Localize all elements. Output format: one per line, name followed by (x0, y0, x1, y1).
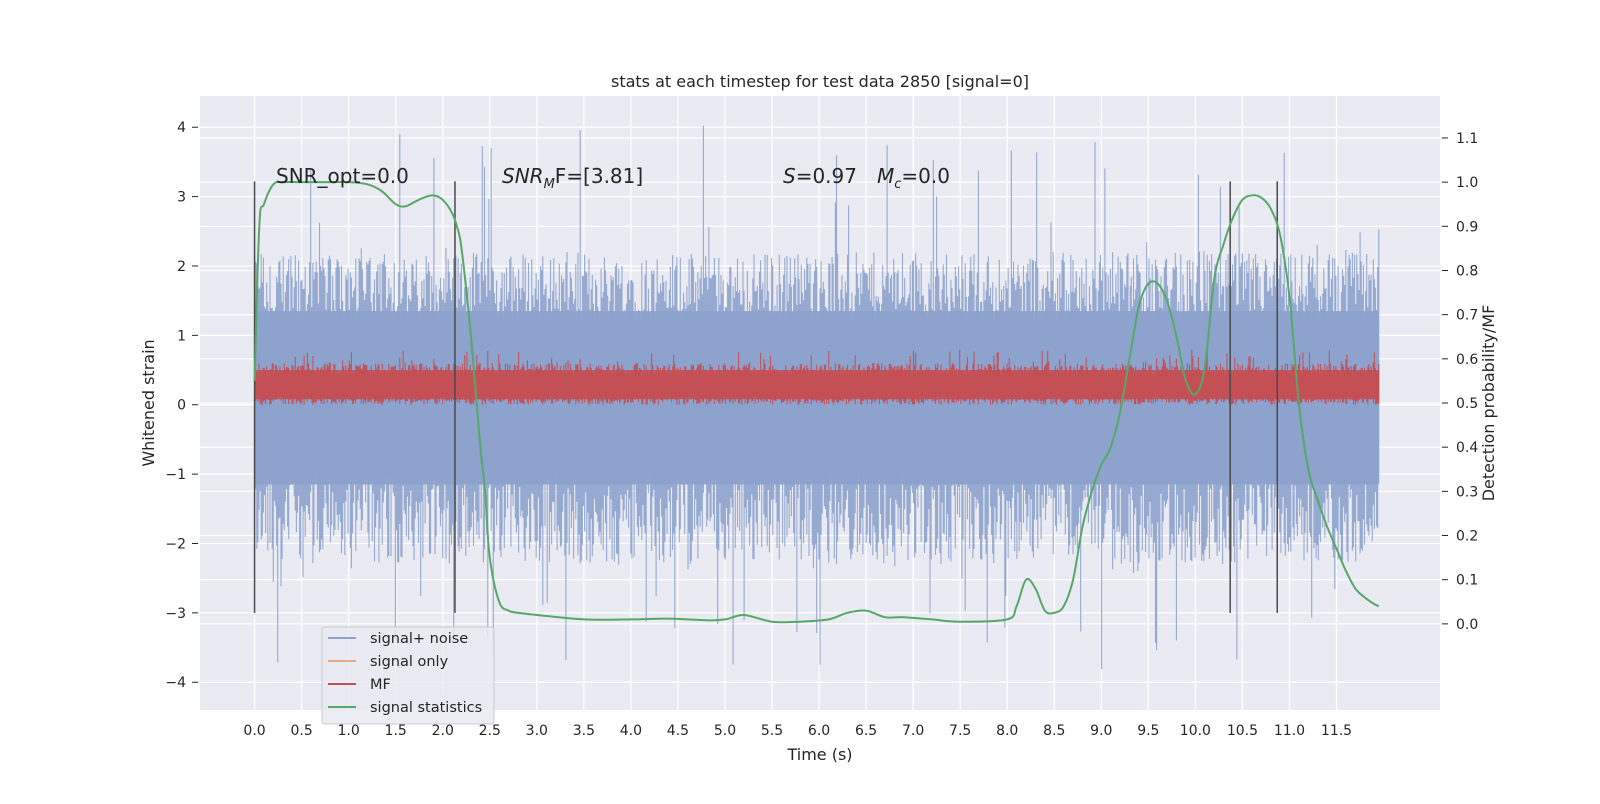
y-right-tick-label: 0.8 (1456, 263, 1478, 279)
x-tick-label: 10.5 (1227, 723, 1258, 739)
x-tick-label: 5.0 (714, 723, 736, 739)
y-right-tick-label: 0.6 (1456, 352, 1478, 368)
snr-mf-symbol: SNR (502, 164, 544, 188)
x-tick-label: 4.0 (620, 723, 642, 739)
x-tick-label: 2.5 (479, 723, 501, 739)
mc-subscript: c (894, 177, 901, 192)
legend-label-mf: MF (370, 677, 391, 693)
x-tick-label: 11.0 (1274, 723, 1305, 739)
snr-mf-subscript: M (544, 177, 555, 192)
y-tick-label: 3 (177, 190, 186, 206)
y-right-tick-label: 1.1 (1456, 131, 1478, 147)
mc-symbol: M (877, 164, 894, 188)
annotation-snr-opt: SNR_opt=0.0 (276, 164, 409, 188)
x-tick-label: 2.0 (432, 723, 454, 739)
y-right-tick-label: 1.0 (1456, 175, 1478, 191)
y-right-tick-label: 0.9 (1456, 219, 1478, 235)
y-tick-label: 2 (177, 259, 186, 275)
y-tick-label: −1 (165, 467, 186, 483)
y-right-tick-label: 0.7 (1456, 308, 1478, 324)
legend: signal+ noise signal only MF signal stat… (321, 626, 495, 725)
x-tick-label: 3.5 (573, 723, 595, 739)
annotation-snr-mf: SNRMF=[3.81] (502, 164, 643, 192)
y-right-tick-label: 0.3 (1456, 484, 1478, 500)
y-right-tick-label: 0.5 (1456, 396, 1478, 412)
x-tick-label: 0.0 (243, 723, 265, 739)
s-value: =0.97 (796, 164, 857, 188)
x-tick-label: 5.5 (761, 723, 783, 739)
x-tick-label: 1.0 (338, 723, 360, 739)
signal-statistics-line (253, 180, 1380, 624)
x-tick-label: 4.5 (667, 723, 689, 739)
y-tick-label: 0 (177, 398, 186, 414)
tick-labels: 0.0 0.5 1.0 1.5 2.0 2.5 3.0 3.5 4.0 4.5 5.0 5.5 6.0 6… (165, 120, 1478, 739)
data-layer (253, 125, 1380, 670)
y-tick-label: −3 (165, 606, 186, 622)
y-right-tick-label: 0.4 (1456, 440, 1478, 456)
y-axis-label: Whitened strain (139, 339, 158, 466)
x-tick-label: 9.5 (1137, 723, 1159, 739)
x-tick-label: 6.5 (855, 723, 877, 739)
mc-value: =0.0 (901, 164, 950, 188)
annotation-s: S=0.97 (783, 164, 857, 188)
x-tick-label: 8.0 (996, 723, 1018, 739)
y-right-tick-label: 0.0 (1456, 617, 1478, 633)
x-tick-label: 9.0 (1090, 723, 1112, 739)
chart-title: stats at each timestep for test data 285… (611, 72, 1029, 91)
y-tick-label: −2 (165, 536, 186, 552)
annotation-mc: Mc=0.0 (877, 164, 950, 192)
x-tick-label: 6.0 (808, 723, 830, 739)
legend-label-signal-only: signal only (370, 654, 449, 670)
y-tick-label: 1 (177, 328, 186, 344)
x-tick-label: 7.0 (902, 723, 924, 739)
x-tick-label: 8.5 (1043, 723, 1065, 739)
x-tick-label: 3.0 (526, 723, 548, 739)
y-axis-right-label: Detection probability/MF (1479, 305, 1498, 502)
legend-box (321, 626, 495, 725)
x-tick-label: 11.5 (1321, 723, 1352, 739)
y-tick-label: −4 (165, 675, 186, 691)
x-tick-label: 0.5 (290, 723, 312, 739)
s-symbol: S (783, 164, 796, 188)
legend-label-signal-noise: signal+ noise (370, 631, 468, 647)
x-tick-label: 10.0 (1180, 723, 1211, 739)
legend-label-signal-statistics: signal statistics (370, 700, 482, 716)
x-tick-label: 7.5 (949, 723, 971, 739)
snr-mf-value: F=[3.81] (555, 164, 643, 188)
y-right-tick-label: 0.1 (1456, 573, 1478, 589)
y-tick-label: 4 (177, 120, 186, 136)
y-right-tick-label: 0.2 (1456, 529, 1478, 545)
x-axis-label: Time (s) (786, 745, 852, 764)
x-tick-label: 1.5 (385, 723, 407, 739)
